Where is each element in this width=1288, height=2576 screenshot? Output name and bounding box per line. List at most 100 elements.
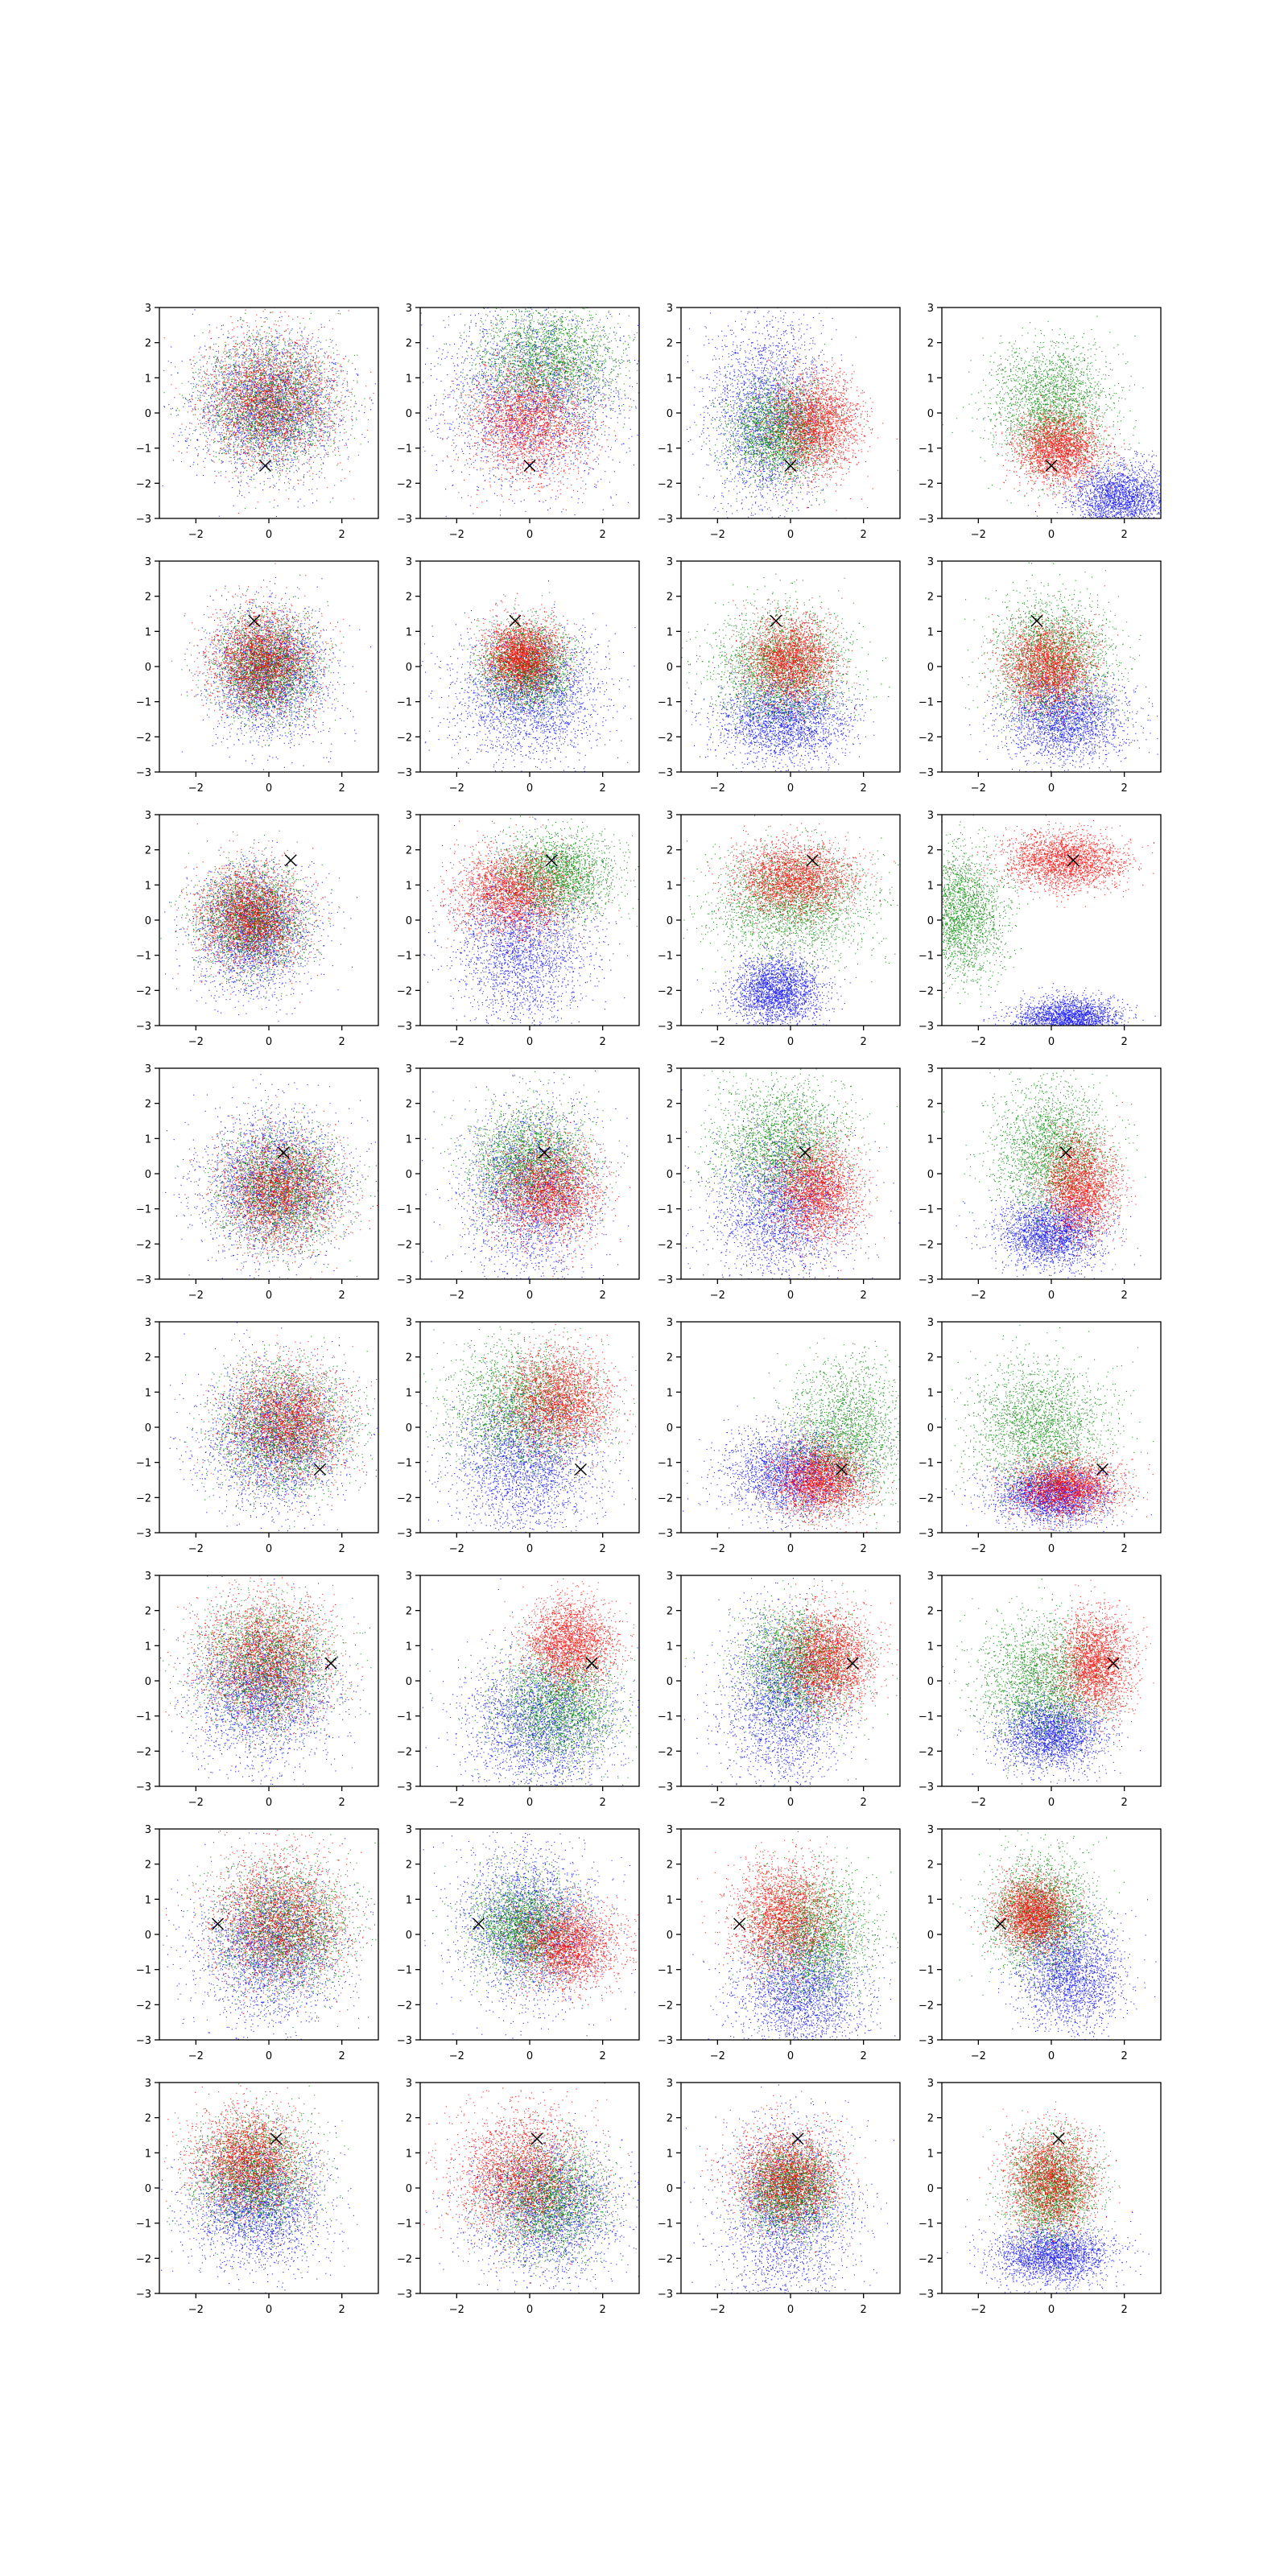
y-tick-label: −2 [397,1746,412,1758]
x-tick-label: 0 [787,1543,794,1555]
y-tick-label: 3 [145,1824,151,1836]
y-tick-label: −3 [919,1528,934,1540]
y-tick-label: 1 [145,1133,151,1146]
y-tick-label: −3 [919,1781,934,1794]
x-tick-label: 0 [1048,529,1055,541]
x-tick-label: 2 [600,1290,606,1302]
y-tick-label: 3 [927,1317,934,1329]
y-tick-label: −2 [658,985,673,997]
y-tick-label: 1 [927,2148,934,2160]
y-tick-label: 2 [927,1606,934,1618]
y-tick-label: 2 [667,338,673,350]
y-tick-label: 2 [927,1099,934,1111]
y-tick-label: 1 [667,1387,673,1399]
x-tick-label: −2 [971,2304,986,2316]
y-tick-label: 0 [927,915,934,927]
x-tick-label: −2 [188,2304,204,2316]
x-tick-label: −2 [449,1036,464,1048]
x-tick-label: −2 [971,782,986,795]
y-tick-label: 1 [927,1133,934,1146]
y-tick-label: 1 [927,880,934,892]
y-tick-label: 3 [145,1317,151,1329]
y-tick-label: −1 [919,2219,934,2231]
x-tick-label: 0 [1048,782,1055,795]
y-tick-label: −1 [397,2219,412,2231]
y-tick-label: −1 [658,697,673,709]
y-tick-label: 3 [667,1063,673,1075]
x-tick-label: 0 [787,782,794,795]
y-tick-label: −1 [919,1711,934,1724]
y-tick-label: 2 [406,2113,412,2125]
x-tick-label: 2 [1121,2050,1128,2062]
x-tick-label: 2 [861,2050,867,2062]
x-tick-label: 2 [861,1290,867,1302]
y-tick-label: −1 [397,1204,412,1216]
x-tick-label: −2 [710,1543,725,1555]
y-tick-label: −3 [658,2289,673,2301]
x-tick-label: 2 [1121,529,1128,541]
y-tick-label: 2 [145,592,151,604]
y-tick-label: −2 [919,2253,934,2265]
x-tick-label: 0 [526,1036,533,1048]
x-tick-label: 0 [787,2050,794,2062]
x-tick-label: 2 [600,782,606,795]
y-tick-label: 1 [406,1641,412,1653]
x-tick-label: −2 [710,2050,725,2062]
y-tick-label: 0 [406,1930,412,1942]
x-tick-label: 2 [861,1797,867,1809]
y-tick-label: −1 [136,697,151,709]
y-tick-label: 2 [145,338,151,350]
y-tick-label: 2 [927,1352,934,1364]
x-tick-label: 0 [526,1543,533,1555]
y-tick-label: 0 [927,2183,934,2195]
y-tick-label: 1 [927,373,934,385]
y-tick-label: 0 [927,662,934,674]
y-tick-label: −3 [397,2035,412,2047]
x-tick-label: 2 [1121,782,1128,795]
x-tick-label: −2 [449,1543,464,1555]
y-tick-label: 2 [406,1606,412,1618]
y-tick-label: −2 [136,478,151,490]
x-tick-label: 2 [861,1543,867,1555]
x-tick-label: −2 [710,1797,725,1809]
y-tick-label: 0 [927,1676,934,1688]
y-tick-label: 1 [667,626,673,638]
x-tick-label: 0 [266,782,272,795]
x-tick-label: 0 [1048,2050,1055,2062]
x-tick-label: 0 [266,1543,272,1555]
x-tick-label: 0 [266,2050,272,2062]
y-tick-label: −1 [397,1711,412,1724]
x-tick-label: 2 [339,2304,345,2316]
y-tick-label: −3 [919,767,934,779]
y-tick-label: −3 [658,767,673,779]
x-tick-label: 0 [1048,1797,1055,1809]
x-tick-label: 0 [526,2304,533,2316]
y-tick-label: −1 [919,444,934,456]
y-tick-label: 3 [145,2078,151,2090]
y-tick-label: −1 [658,444,673,456]
x-tick-label: 2 [600,2050,606,2062]
y-tick-label: 0 [145,2183,151,2195]
y-tick-label: 1 [667,1641,673,1653]
y-tick-label: 0 [667,2183,673,2195]
y-tick-label: −1 [397,697,412,709]
x-tick-label: 0 [526,2050,533,2062]
y-tick-label: 3 [667,1317,673,1329]
y-tick-label: 2 [667,1606,673,1618]
x-tick-label: 2 [1121,1036,1128,1048]
y-tick-label: −1 [658,1458,673,1470]
y-tick-label: 1 [145,880,151,892]
y-tick-label: 3 [927,1571,934,1583]
x-tick-label: −2 [710,1290,725,1302]
y-tick-label: 0 [667,1930,673,1942]
y-tick-label: 1 [406,880,412,892]
y-tick-label: −3 [658,1781,673,1794]
x-tick-label: 2 [339,782,345,795]
y-tick-label: 1 [927,626,934,638]
y-tick-label: −1 [658,2219,673,2231]
y-tick-label: 1 [927,1387,934,1399]
y-tick-label: −2 [136,2253,151,2265]
y-tick-label: 2 [667,845,673,857]
y-tick-label: −2 [919,2000,934,2012]
y-tick-label: 1 [145,2148,151,2160]
